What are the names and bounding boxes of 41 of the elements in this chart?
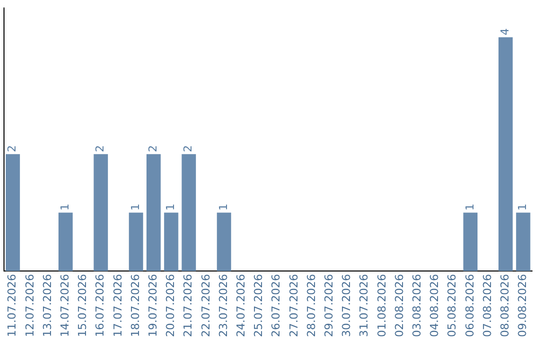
x-tick-label: 08.08.2026 [498, 274, 512, 338]
data-label: 1 [216, 204, 230, 211]
x-tick-label: 14.07.2026 [58, 274, 72, 338]
data-label: 1 [164, 204, 178, 211]
x-tick-label: 06.08.2026 [463, 274, 476, 338]
x-tick-label: 17.07.2026 [111, 274, 124, 338]
x-tick-label: 28.07.2026 [304, 274, 318, 338]
x-tick-label: 05.08.2026 [446, 274, 459, 338]
x-tick-label: 27.07.2026 [287, 274, 300, 338]
x-tick-label: 20.07.2026 [164, 274, 178, 338]
data-label: 1 [516, 204, 530, 211]
x-tick-label: 31.07.2026 [358, 274, 371, 338]
x-tick-label: 15.07.2026 [76, 274, 90, 338]
x-tick-label: 18.07.2026 [128, 274, 142, 338]
data-label: 1 [463, 204, 476, 211]
x-tick-label: 21.07.2026 [182, 274, 195, 338]
x-tick-label: 01.08.2026 [375, 274, 388, 338]
x-tick-label: 04.08.2026 [428, 274, 442, 338]
data-label: 4 [498, 28, 512, 36]
data-label: 1 [128, 204, 142, 211]
x-tick-label: 22.07.2026 [199, 274, 212, 338]
data-label: 2 [146, 145, 160, 152]
x-tick-label: 24.07.2026 [234, 274, 248, 338]
x-tick-label: 12.07.2026 [23, 274, 36, 338]
x-tick-label: 26.07.2026 [270, 274, 283, 338]
data-label: 2 [6, 145, 19, 152]
x-tick-label: 09.08.2026 [516, 274, 530, 338]
x-tick-label: 23.07.2026 [216, 274, 230, 338]
x-tick-label: 29.07.2026 [322, 274, 336, 338]
x-tick-label: 13.07.2026 [40, 274, 54, 338]
data-label: 2 [182, 145, 195, 152]
data-label: 1 [58, 204, 72, 211]
x-tick-label: 30.07.2026 [340, 274, 354, 338]
x-tick-label: 25.07.2026 [252, 274, 266, 338]
x-tick-label: 02.08.2026 [392, 274, 406, 338]
x-tick-label: 19.07.2026 [146, 274, 160, 338]
x-tick-label: 03.08.2026 [410, 274, 424, 338]
data-label: 2 [94, 145, 107, 152]
x-tick-label: 11.07.2026 [6, 274, 19, 338]
x-tick-label: 16.07.2026 [94, 274, 107, 338]
x-tick-label: 07.08.2026 [480, 274, 494, 338]
